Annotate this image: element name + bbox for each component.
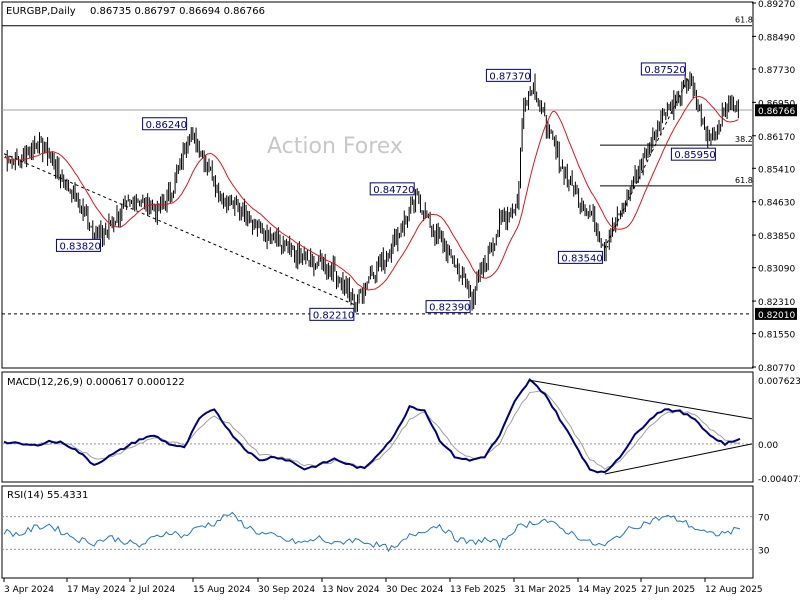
rsi-line (3, 511, 741, 553)
x-tick-label: 30 Dec 2024 (386, 585, 444, 595)
price-label: 0.87370 (489, 71, 530, 82)
price-label-box (640, 62, 686, 76)
trendline (603, 77, 689, 249)
price-label-box (369, 182, 415, 196)
y-tick-label: 0.82310 (758, 298, 795, 308)
y-tick-label: 0.87730 (758, 66, 795, 76)
price-label: 0.85950 (674, 150, 715, 161)
x-tick-label: 13 Feb 2025 (450, 585, 506, 595)
x-tick-label: 2 Jul 2024 (130, 585, 175, 595)
price-panel (1, 1, 754, 369)
current-price-label: 0.86766 (758, 107, 795, 117)
macd-signal-line (3, 390, 741, 470)
axis-layer: 0.892700.884900.877300.869500.861700.854… (3, 0, 800, 595)
y-tick-label: 0.86170 (758, 133, 795, 143)
macd-y-tick-label: 0.00 (758, 441, 778, 451)
level-label: 61.8 (735, 16, 753, 25)
x-tick-label: 12 Aug 2025 (705, 585, 763, 595)
level-label: 61.8 (735, 176, 753, 185)
macd-trendline (604, 443, 753, 475)
price-label: 0.87520 (644, 65, 685, 76)
macd-layer (2, 378, 753, 475)
x-tick-label: 31 Mar 2025 (514, 585, 571, 595)
y-tick-label: 0.89270 (758, 0, 795, 10)
price-label: 0.82210 (313, 310, 354, 321)
price-label-box (55, 238, 101, 252)
x-tick-label: 14 May 2025 (578, 585, 637, 595)
y-tick-label: 0.83090 (758, 265, 795, 275)
chart-symbol-label: EURGBP,Daily (6, 6, 76, 17)
x-tick-label: 27 Jun 2025 (641, 585, 695, 595)
macd-line (3, 378, 741, 474)
rsi-panel (1, 485, 754, 579)
level-price-label: 0.82010 (758, 311, 795, 321)
price-label: 0.82390 (429, 303, 470, 314)
macd-y-tick-label: 0.007623 (758, 377, 800, 387)
price-label-box (142, 117, 188, 131)
y-tick-label: 0.83850 (758, 232, 795, 242)
x-tick-label: 30 Sep 2024 (258, 585, 315, 595)
level-label: 38.2 (735, 135, 753, 144)
price-label: 0.83820 (59, 241, 100, 252)
x-tick-label: 3 Apr 2024 (4, 585, 54, 595)
price-label-box (425, 300, 471, 314)
x-tick-label: 17 May 2024 (67, 585, 126, 595)
moving-average-line (3, 95, 739, 291)
rsi-y-tick-label: 70 (758, 514, 770, 524)
price-label: 0.86240 (146, 120, 187, 131)
x-tick-label: 15 Aug 2024 (193, 585, 251, 595)
macd-title: MACD(12,26,9) 0.000617 0.000122 (7, 377, 185, 388)
price-label-box (309, 307, 355, 321)
chart-ohlc-values: 0.86735 0.86797 0.86694 0.86766 (90, 6, 265, 17)
rsi-y-tick-label: 30 (758, 546, 770, 556)
x-tick-label: 13 Nov 2024 (322, 585, 380, 595)
watermark: Action Forex (267, 134, 403, 159)
price-label: 0.84720 (373, 185, 414, 196)
rsi-title: RSI(14) 55.4331 (7, 490, 88, 501)
price-label-box (670, 147, 716, 161)
y-tick-label: 0.88490 (758, 33, 795, 43)
macd-panel (1, 371, 754, 483)
y-tick-label: 0.81550 (758, 331, 795, 341)
rsi-layer (2, 511, 752, 553)
price-label-box (557, 250, 603, 264)
y-tick-label: 0.84630 (758, 199, 795, 209)
trendline (3, 153, 357, 306)
macd-y-tick-label: -0.004073 (758, 475, 800, 485)
y-tick-label: 0.80770 (758, 364, 795, 374)
current-price-tag (755, 104, 797, 117)
level-price-tag (755, 307, 797, 320)
price-layer: 61.8 38.2 61.8 0.86240 0.83820 0.84720 0.82210… (2, 16, 753, 321)
macd-trendline (529, 379, 753, 420)
price-label: 0.83540 (561, 253, 602, 264)
y-tick-label: 0.85410 (758, 165, 795, 175)
price-label-box (485, 68, 531, 82)
